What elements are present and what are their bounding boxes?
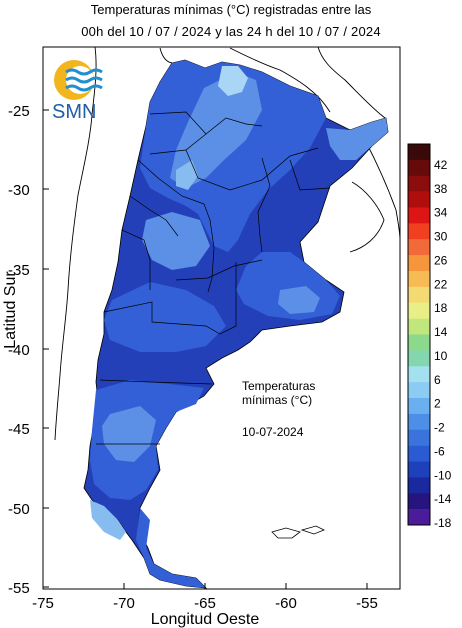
uruguay-outline [349,181,385,253]
y-tick-label: -40 [8,342,30,359]
legend-swatch [408,271,430,288]
misiones-light-region [326,118,388,160]
y-tick-label: -30 [8,182,30,199]
y-tick-label: -50 [8,501,30,518]
patagonia-light-patch [102,406,156,462]
legend-label: 6 [434,373,441,387]
legend-swatch [408,366,430,383]
legend-frame [407,143,431,526]
legend-swatch [408,398,430,415]
y-tick-label: -45 [8,421,30,438]
north-medium-region [140,60,326,252]
legend-swatch [408,159,430,177]
annotation-date: 10-07-2024 [242,425,304,439]
legend-label: 30 [434,230,448,244]
legend-swatch [408,509,430,526]
y-tick-label: -55 [8,580,30,597]
legend-swatch [408,477,430,494]
falkland-islands [271,525,325,539]
legend-swatch [408,286,430,304]
legend-label: -2 [434,421,445,435]
legend-label: 34 [434,206,448,220]
legend-label: 38 [434,182,448,196]
central-patagonia-region [104,282,226,352]
temperature-legend: 42 38 34 30 26 22 18 14 10 6 2 -2 -6 -10 -14 -18 [407,143,452,530]
brazil-border [317,46,386,119]
annotation-line1: Temperaturas [242,379,315,393]
map-title-line1: Temperaturas mínimas (°C) registradas en… [90,2,372,17]
x-tick-label: -60 [275,595,297,612]
smn-logo-text: SMN [52,101,96,123]
legend-label: -14 [434,492,452,506]
x-tick-label: -55 [356,595,378,612]
legend-label: 2 [434,397,441,411]
bolivia-border [159,47,173,64]
y-tick-label: -25 [8,103,30,120]
provincial-borders [96,111,331,445]
legend-label: -10 [434,468,452,482]
map-title-line2: 00h del 10 / 07 / 2024 y las 24 h del 10… [81,24,381,39]
southern-tip-light-patch [90,500,126,540]
x-tick-label: -65 [194,595,216,612]
legend-swatch [408,318,430,335]
legend-swatch [408,255,430,272]
y-axis-ticks: -25 -30 -35 -40 -45 -50 -55 [8,103,49,597]
legend-label: 14 [434,325,448,339]
legend-swatch [408,461,430,478]
annotation-line2: mínimas (°C) [242,393,312,407]
legend-label: -6 [434,444,445,458]
cuyo-light-region [142,212,210,270]
legend-label: -18 [434,516,452,530]
x-axis-ticks: -75 -70 -65 -60 -55 [32,583,378,612]
legend-swatch [408,350,430,367]
north-light-core [218,66,248,96]
legend-swatch [408,429,430,446]
northwest-light-region [170,72,262,188]
legend-swatch [408,175,430,192]
legend-swatch [408,302,430,319]
x-axis-title: Longitud Oeste [151,611,260,628]
legend-swatch [408,493,430,510]
legend-label: 22 [434,277,448,291]
legend-swatch [408,223,430,240]
legend-swatch [408,334,430,351]
legend-swatch [408,191,430,208]
legend-label: 18 [434,301,448,315]
y-axis-title: Latitud Sur [2,271,19,349]
pampas-light-patch [278,286,320,314]
x-tick-label: -70 [113,595,135,612]
legend-label: 42 [434,158,448,172]
smn-wave-icon [65,68,103,76]
legend-swatch [408,445,430,462]
legend-label: 10 [434,349,448,363]
brazil-coast [364,139,401,241]
legend-label: 26 [434,253,448,267]
tucuman-light-core [176,160,198,190]
legend-swatch [408,413,430,431]
legend-swatch [408,207,430,224]
legend-swatch [408,144,430,161]
x-tick-label: -75 [32,595,54,612]
chile-pacific-coast [54,46,97,441]
legend-swatch [408,382,430,399]
smn-logo: SMN [52,60,103,123]
tierra-del-fuego-region [136,508,206,588]
y-tick-label: -35 [8,262,30,279]
legend-swatch [408,239,430,256]
neighbor-borders [54,46,401,441]
